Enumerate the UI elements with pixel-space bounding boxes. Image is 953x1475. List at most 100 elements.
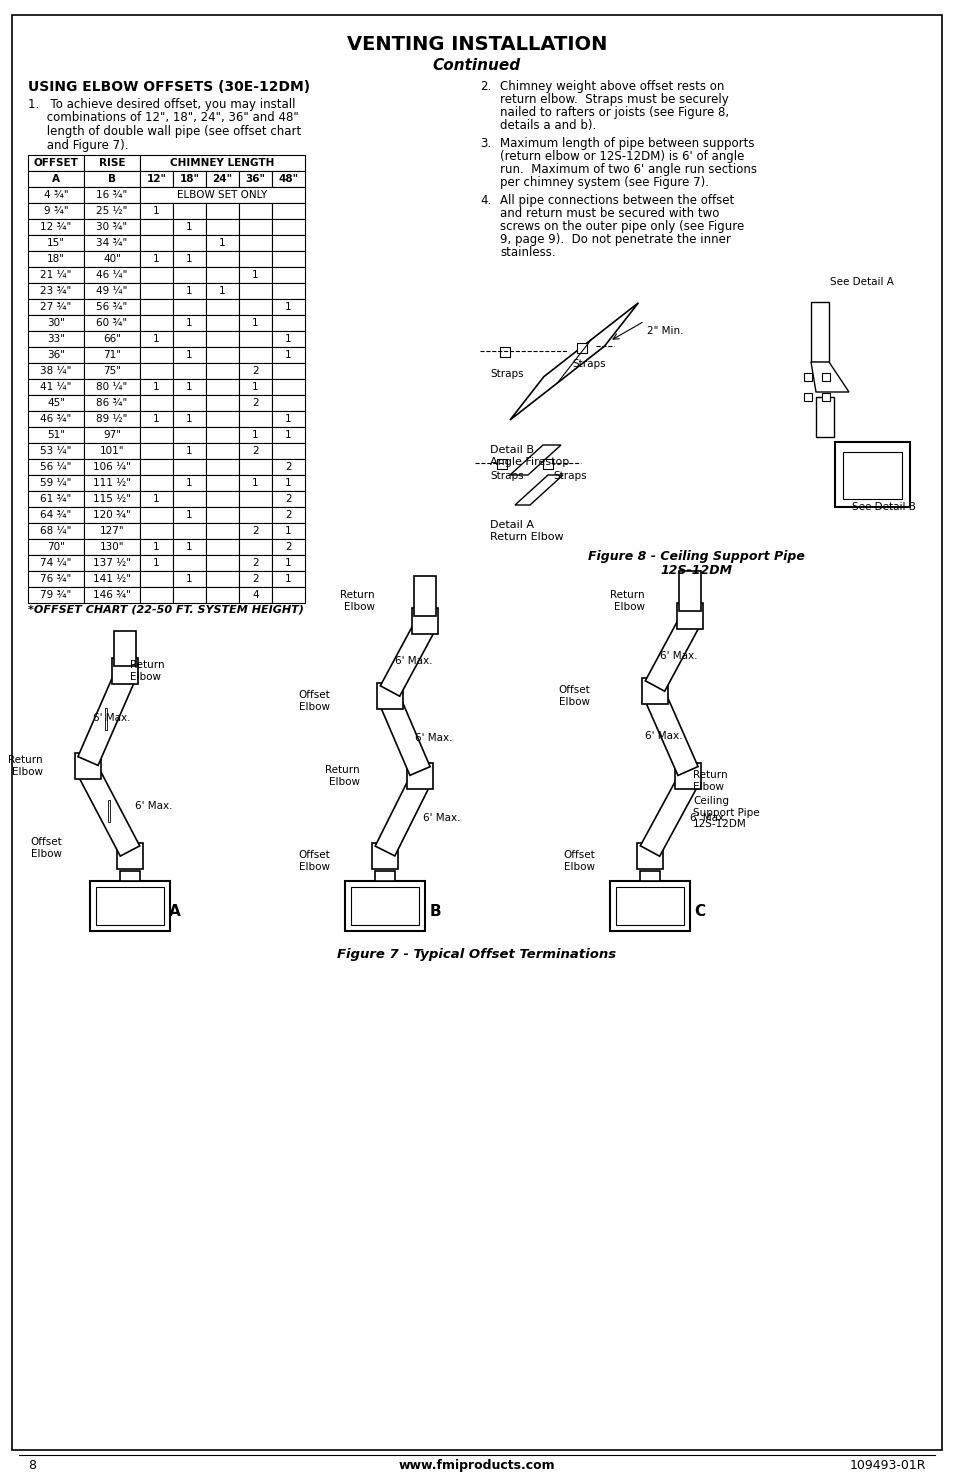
Bar (239, 347, 272, 363)
Bar (28, 171, 84, 187)
Bar (239, 395, 272, 412)
Polygon shape (108, 799, 110, 822)
Bar (172, 587, 206, 603)
Text: 2: 2 (285, 510, 292, 521)
Bar (172, 363, 206, 379)
Text: Detail A: Detail A (490, 521, 534, 530)
Bar (84, 316, 140, 330)
Text: 2: 2 (252, 527, 258, 535)
Bar (28, 491, 84, 507)
Text: 68 ¼": 68 ¼" (40, 527, 71, 535)
Text: 2: 2 (252, 398, 258, 409)
Text: 71": 71" (103, 350, 121, 360)
Text: details a and b).: details a and b). (499, 119, 596, 131)
Bar (206, 330, 239, 347)
Text: VENTING INSTALLATION: VENTING INSTALLATION (347, 35, 606, 55)
Bar (272, 204, 305, 218)
Text: 1: 1 (252, 319, 258, 327)
Bar (272, 299, 305, 316)
Bar (206, 587, 239, 603)
Bar (120, 872, 140, 881)
Bar (375, 872, 395, 881)
Bar (821, 392, 829, 401)
Text: return elbow.  Straps must be securely: return elbow. Straps must be securely (499, 93, 728, 106)
Text: 1: 1 (252, 478, 258, 488)
Bar (28, 204, 84, 218)
Bar (206, 412, 239, 426)
Text: 1: 1 (285, 333, 292, 344)
Text: 1: 1 (186, 286, 193, 296)
Text: and Figure 7).: and Figure 7). (28, 139, 129, 152)
Polygon shape (78, 766, 139, 855)
Text: 2: 2 (252, 366, 258, 376)
Bar (206, 395, 239, 412)
Text: 97": 97" (103, 431, 121, 440)
Bar (239, 507, 272, 524)
Bar (140, 571, 172, 587)
Bar (140, 363, 172, 379)
Text: 76 ¾": 76 ¾" (40, 574, 71, 584)
Text: Straps: Straps (553, 471, 586, 481)
Bar (272, 330, 305, 347)
Bar (239, 363, 272, 379)
Text: 1.   To achieve desired offset, you may install: 1. To achieve desired offset, you may in… (28, 97, 295, 111)
Bar (239, 555, 272, 571)
Text: 2: 2 (285, 494, 292, 504)
Bar (675, 763, 700, 789)
Bar (28, 330, 84, 347)
Bar (84, 524, 140, 538)
Polygon shape (78, 671, 135, 766)
Bar (84, 555, 140, 571)
Bar (239, 459, 272, 475)
Bar (810, 302, 828, 361)
Text: 1: 1 (219, 237, 226, 248)
Text: 9 ¾": 9 ¾" (44, 207, 69, 215)
Bar (140, 283, 172, 299)
Bar (172, 426, 206, 442)
Bar (821, 373, 829, 381)
Text: 1: 1 (153, 333, 160, 344)
Polygon shape (380, 621, 435, 696)
Bar (206, 507, 239, 524)
Text: 9, page 9).  Do not penetrate the inner: 9, page 9). Do not penetrate the inner (499, 233, 730, 246)
Bar (172, 491, 206, 507)
Bar (842, 451, 901, 499)
Text: 80 ¼": 80 ¼" (96, 382, 128, 392)
Bar (84, 204, 140, 218)
Bar (28, 251, 84, 267)
Bar (84, 283, 140, 299)
Bar (28, 538, 84, 555)
Bar (206, 204, 239, 218)
Bar (272, 267, 305, 283)
Bar (96, 886, 164, 925)
Text: Straps: Straps (572, 358, 605, 369)
Bar (28, 587, 84, 603)
Bar (140, 459, 172, 475)
Polygon shape (375, 776, 430, 855)
Text: 74 ¼": 74 ¼" (40, 558, 71, 568)
Bar (140, 316, 172, 330)
Bar (84, 187, 140, 204)
Bar (637, 844, 662, 869)
Text: 1: 1 (186, 510, 193, 521)
Text: All pipe connections between the offset: All pipe connections between the offset (499, 195, 734, 207)
Text: 120 ¾": 120 ¾" (93, 510, 131, 521)
Bar (206, 218, 239, 235)
Polygon shape (679, 571, 700, 611)
Text: 109493-01R: 109493-01R (848, 1459, 925, 1472)
Text: 18": 18" (47, 254, 65, 264)
Bar (140, 538, 172, 555)
Polygon shape (644, 692, 698, 776)
Bar (84, 538, 140, 555)
Bar (84, 442, 140, 459)
Bar (28, 507, 84, 524)
Bar (28, 395, 84, 412)
Bar (172, 330, 206, 347)
Bar (351, 886, 418, 925)
Bar (272, 507, 305, 524)
Bar (140, 412, 172, 426)
Bar (140, 235, 172, 251)
Polygon shape (810, 361, 848, 392)
Text: 12 ¾": 12 ¾" (40, 223, 71, 232)
Bar (140, 491, 172, 507)
